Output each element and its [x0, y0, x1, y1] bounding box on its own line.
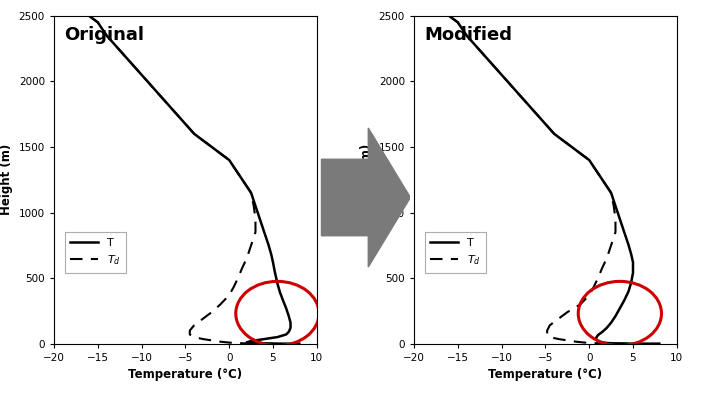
Text: Modified: Modified [425, 26, 513, 43]
Y-axis label: Height (m): Height (m) [0, 144, 13, 215]
Y-axis label: Height (m): Height (m) [360, 144, 373, 215]
Legend: T, $T_d$: T, $T_d$ [65, 232, 126, 273]
X-axis label: Temperature (°C): Temperature (°C) [488, 368, 603, 381]
Polygon shape [322, 128, 410, 267]
Legend: T, $T_d$: T, $T_d$ [425, 232, 486, 273]
X-axis label: Temperature (°C): Temperature (°C) [128, 368, 243, 381]
Text: Original: Original [65, 26, 145, 43]
